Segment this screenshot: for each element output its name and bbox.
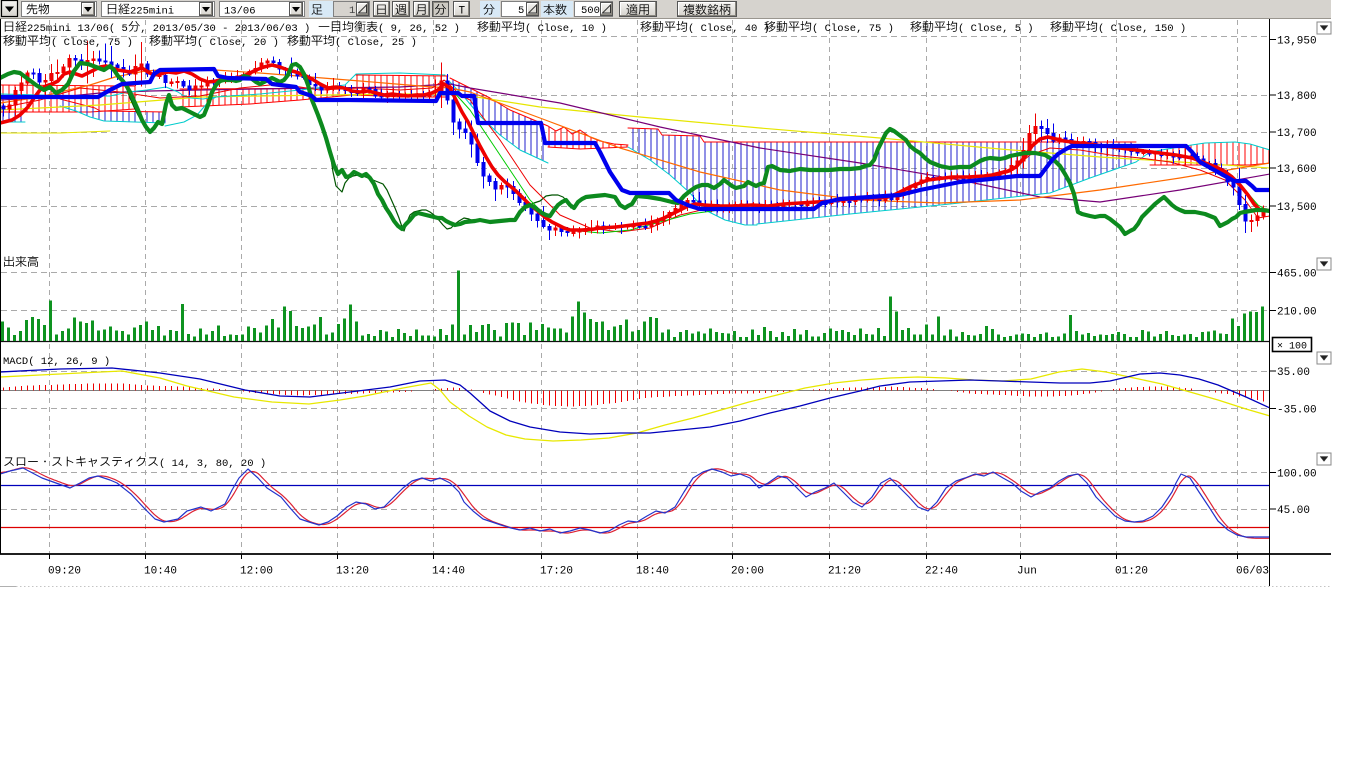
svg-text:-35.00: -35.00 xyxy=(1277,405,1317,417)
svg-text:13,800: 13,800 xyxy=(1277,91,1317,103)
svg-text:225mini 13/06( 5: 225mini 13/06( 5 xyxy=(27,23,128,35)
svg-text:T: T xyxy=(459,6,466,18)
svg-text:13/06: 13/06 xyxy=(224,6,256,18)
svg-text:12:00: 12:00 xyxy=(240,566,273,578)
svg-text:18:40: 18:40 xyxy=(636,566,669,578)
svg-text:( Close, 25 ): ( Close, 25 ) xyxy=(335,37,417,49)
svg-text:( 9, 26, 52 ): ( 9, 26, 52 ) xyxy=(378,23,460,35)
svg-text:06/03: 06/03 xyxy=(1236,566,1269,578)
svg-text:10:40: 10:40 xyxy=(144,566,177,578)
svg-text:20:00: 20:00 xyxy=(731,566,764,578)
svg-text:, 2013/05/30 - 2013/06/03 ): , 2013/05/30 - 2013/06/03 ) xyxy=(140,23,310,35)
svg-text:17:20: 17:20 xyxy=(540,566,573,578)
svg-text:21:20: 21:20 xyxy=(828,566,861,578)
svg-text:13:20: 13:20 xyxy=(336,566,369,578)
svg-text:13,950: 13,950 xyxy=(1277,36,1317,48)
svg-text:Jun: Jun xyxy=(1017,566,1037,578)
svg-text:( Close, 40 ): ( Close, 40 ) xyxy=(688,23,770,35)
svg-text:× 100: × 100 xyxy=(1277,342,1307,353)
svg-text:500: 500 xyxy=(581,5,600,17)
svg-text:13,700: 13,700 xyxy=(1277,128,1317,140)
svg-text:225mini: 225mini xyxy=(130,6,174,18)
svg-text:35.00: 35.00 xyxy=(1277,367,1310,379)
svg-text:13,600: 13,600 xyxy=(1277,164,1317,176)
svg-text:100.00: 100.00 xyxy=(1277,469,1317,481)
svg-text:( Close, 20 ): ( Close, 20 ) xyxy=(197,37,279,49)
svg-text:09:20: 09:20 xyxy=(48,566,81,578)
svg-text:1: 1 xyxy=(349,5,355,17)
svg-text:22:40: 22:40 xyxy=(925,566,958,578)
svg-text:45.00: 45.00 xyxy=(1277,505,1310,517)
svg-text:( 14, 3, 80, 20 ): ( 14, 3, 80, 20 ) xyxy=(159,458,266,470)
svg-text:5: 5 xyxy=(518,5,524,17)
svg-text:465.00: 465.00 xyxy=(1277,269,1317,281)
svg-text:( Close, 75 ): ( Close, 75 ) xyxy=(51,37,133,49)
svg-text:( Close, 150 ): ( Close, 150 ) xyxy=(1098,23,1186,35)
svg-text:14:40: 14:40 xyxy=(432,566,465,578)
svg-text:MACD( 12, 26, 9 ): MACD( 12, 26, 9 ) xyxy=(3,356,110,368)
svg-text:210.00: 210.00 xyxy=(1277,307,1317,319)
svg-text:01:20: 01:20 xyxy=(1115,566,1148,578)
svg-text:13,500: 13,500 xyxy=(1277,202,1317,214)
svg-text:( Close, 10 ): ( Close, 10 ) xyxy=(525,23,607,35)
svg-text:( Close, 75 ): ( Close, 75 ) xyxy=(812,23,894,35)
svg-text:( Close, 5 ): ( Close, 5 ) xyxy=(958,23,1034,35)
